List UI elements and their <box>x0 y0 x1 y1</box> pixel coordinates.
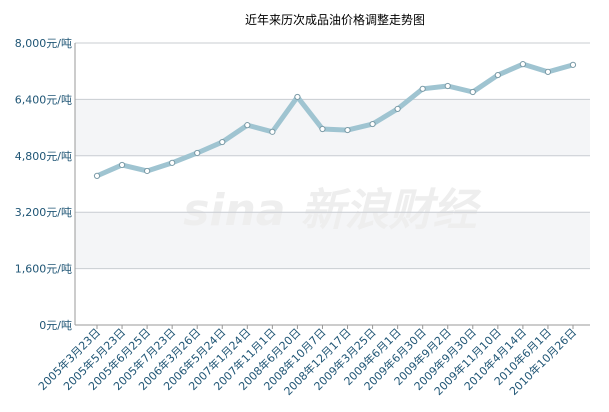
point <box>569 61 577 68</box>
point <box>319 125 326 133</box>
point <box>144 167 151 175</box>
y-tick-label: 1,600元/吨 <box>15 263 72 276</box>
point <box>344 126 351 134</box>
point <box>269 128 276 135</box>
y-tick-label: 8,000元/吨 <box>15 37 72 50</box>
y-tick-label: 4,800元/吨 <box>15 150 72 163</box>
point <box>369 120 376 128</box>
y-tick-label: 3,200元/吨 <box>15 206 72 219</box>
point <box>394 105 401 113</box>
plot-band <box>75 212 590 269</box>
point <box>244 122 251 129</box>
point <box>444 82 451 90</box>
point <box>544 68 552 76</box>
point <box>169 159 176 166</box>
line <box>96 61 574 179</box>
point <box>93 172 101 179</box>
watermark: sina 新浪财经 <box>183 185 482 236</box>
y-tick-label: 0元/吨 <box>39 319 72 332</box>
plot-band <box>75 268 590 325</box>
point <box>118 161 126 169</box>
point <box>294 93 301 101</box>
point <box>494 71 501 79</box>
y-tick-label: 6,400元/吨 <box>15 93 72 106</box>
point <box>194 149 201 157</box>
point <box>419 85 426 92</box>
point <box>469 88 476 96</box>
chart-title: 近年来历次成品油价格调整走势图 <box>245 12 425 27</box>
point <box>219 138 226 146</box>
point <box>519 61 526 68</box>
